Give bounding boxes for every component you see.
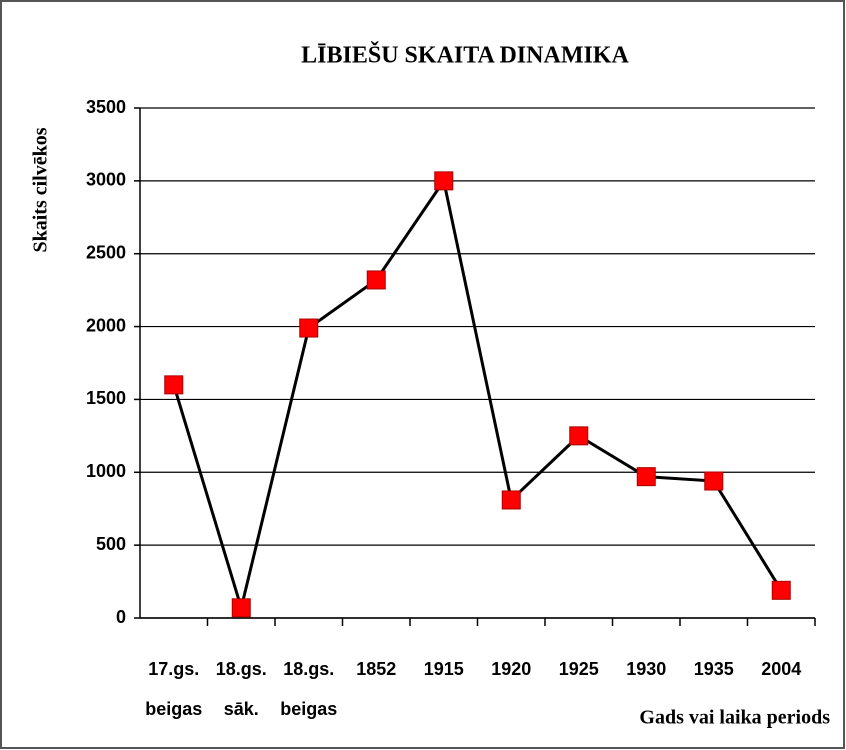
y-tick-label: 500 — [96, 534, 126, 554]
x-axis-label: Gads vai laika periods — [639, 707, 830, 729]
y-tick-label: 2000 — [86, 315, 126, 335]
x-tick-label: 18.gs. sāk. — [216, 659, 267, 719]
x-tick-label: 18.gs. beigas — [280, 659, 337, 719]
marker — [434, 171, 454, 191]
chart-title: LĪBIEŠU SKAITA DINAMIKA — [301, 42, 629, 69]
x-tick-label: 2004 — [761, 659, 801, 679]
x-tick-label: 1925 — [559, 659, 599, 679]
marker — [299, 318, 319, 338]
y-axis-label: Skaits cilvēkos — [30, 127, 52, 252]
x-tick-label: 1935 — [694, 659, 734, 679]
x-tick-label: 1920 — [491, 659, 531, 679]
y-tick-label: 1500 — [86, 388, 126, 408]
x-tick-label: 1852 — [356, 659, 396, 679]
x-tick-label: 1930 — [626, 659, 666, 679]
marker — [636, 467, 656, 487]
marker — [164, 375, 184, 395]
y-tick-label: 2500 — [86, 242, 126, 262]
y-tick-label: 0 — [116, 607, 126, 627]
x-tick-label: 1915 — [424, 659, 464, 679]
y-tick-label: 1000 — [86, 461, 126, 481]
y-tick-label: 3000 — [86, 170, 126, 190]
x-tick-label: 17.gs. beigas — [145, 659, 202, 719]
line — [172, 177, 783, 614]
marker — [704, 471, 724, 491]
marker — [366, 270, 386, 290]
marker — [501, 490, 521, 510]
marker — [771, 580, 791, 600]
y-tick-label: 3500 — [86, 97, 126, 117]
marker — [569, 426, 589, 446]
marker — [231, 598, 251, 618]
